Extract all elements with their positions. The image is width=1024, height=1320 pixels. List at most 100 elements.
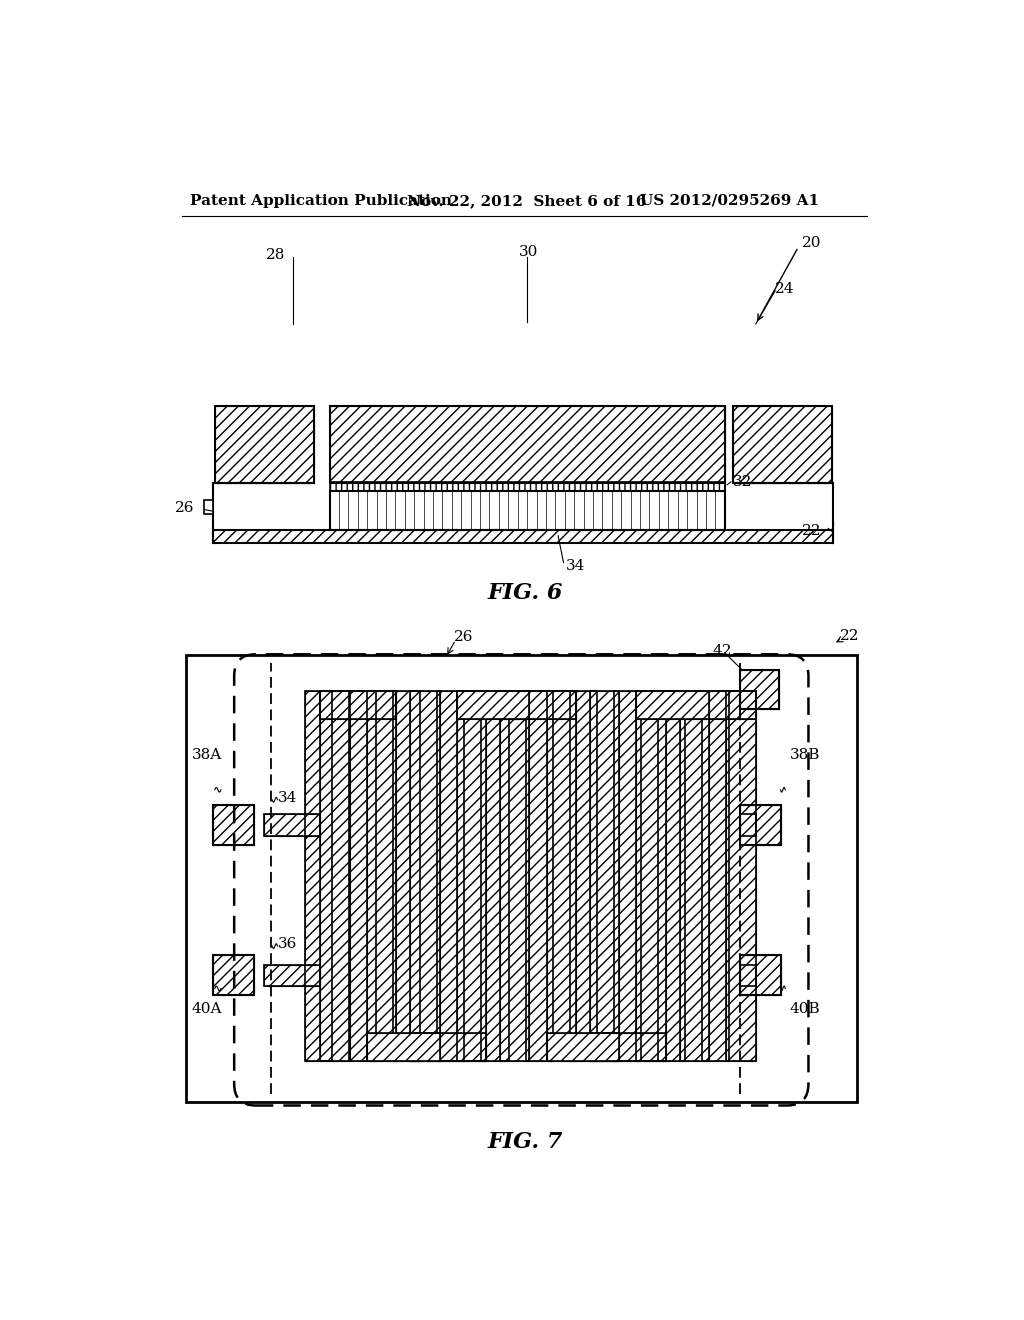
Bar (410, 1034, 486, 1061)
Text: 22: 22 (802, 524, 821, 539)
Bar (410, 1034, 486, 1061)
Text: FIG. 6: FIG. 6 (487, 582, 562, 605)
Bar (740, 671, 779, 709)
Text: Nov. 22, 2012  Sheet 6 of 16: Nov. 22, 2012 Sheet 6 of 16 (407, 194, 646, 207)
Bar (367, 692, 396, 1061)
Bar (330, 407, 725, 483)
Bar (732, 407, 831, 483)
Bar (500, 692, 575, 719)
Text: US 2012/0295269 A1: US 2012/0295269 A1 (640, 194, 818, 207)
Bar (367, 1034, 439, 1061)
Bar (636, 692, 710, 719)
Text: 26: 26 (454, 631, 473, 644)
Bar (215, 407, 314, 483)
Bar (481, 692, 509, 1061)
Bar (740, 965, 756, 986)
Text: 36: 36 (278, 937, 297, 950)
Bar (726, 692, 756, 1061)
Bar (215, 407, 314, 483)
Bar (321, 692, 396, 719)
Bar (680, 692, 756, 719)
Bar (740, 671, 779, 709)
Bar (590, 692, 620, 1061)
Bar (439, 692, 457, 1034)
Bar (393, 692, 420, 1061)
Bar (547, 1034, 620, 1061)
Bar (726, 692, 756, 1061)
Bar (321, 692, 349, 1061)
Bar (590, 1034, 666, 1061)
Text: 40B: 40B (790, 1002, 820, 1016)
Text: 26: 26 (174, 502, 194, 515)
Bar (658, 692, 685, 1061)
Bar (263, 814, 321, 836)
Bar (410, 692, 439, 1061)
Bar (457, 692, 529, 719)
Bar (263, 965, 321, 986)
Bar (636, 692, 710, 719)
Bar (349, 692, 376, 1061)
Text: 28: 28 (266, 248, 286, 261)
Bar (393, 692, 420, 1061)
Bar (321, 692, 396, 719)
Text: 30: 30 (519, 246, 539, 259)
Bar (740, 805, 780, 845)
Text: 34: 34 (278, 791, 297, 804)
Bar (500, 692, 575, 719)
Bar (702, 692, 729, 1061)
Bar (636, 692, 666, 1061)
Text: 34: 34 (566, 560, 586, 573)
Bar (457, 692, 486, 1061)
Bar (213, 805, 254, 845)
Bar (702, 692, 729, 1061)
Bar (439, 692, 457, 1061)
Text: 42: 42 (713, 644, 732, 659)
Text: 40A: 40A (191, 1002, 222, 1016)
Bar (263, 814, 321, 836)
Bar (500, 692, 529, 1061)
Bar (740, 956, 780, 995)
Bar (740, 805, 780, 845)
Text: 20: 20 (802, 236, 821, 249)
Text: 38B: 38B (790, 748, 820, 762)
Bar (481, 692, 509, 1061)
Bar (680, 692, 710, 1061)
Bar (457, 692, 486, 1061)
Text: 38A: 38A (191, 748, 222, 762)
Bar (740, 956, 780, 995)
Bar (547, 692, 575, 1061)
Bar (305, 692, 332, 1061)
Bar (500, 692, 529, 1061)
Bar (213, 805, 254, 845)
Bar (529, 692, 547, 1061)
Bar (529, 719, 547, 1061)
Bar (590, 1034, 666, 1061)
Text: 32: 32 (732, 475, 752, 488)
Bar (547, 692, 575, 1061)
Bar (213, 529, 834, 544)
Bar (740, 814, 756, 836)
Bar (349, 692, 376, 1061)
Bar (620, 692, 636, 1034)
Bar (457, 692, 529, 719)
Bar (213, 956, 254, 995)
Bar (547, 1034, 620, 1061)
Bar (740, 814, 756, 836)
Bar (732, 407, 831, 483)
Bar (437, 692, 464, 1061)
Bar (215, 483, 831, 529)
Bar (590, 692, 620, 1061)
Bar (525, 692, 553, 1061)
Bar (614, 692, 641, 1061)
Bar (349, 692, 367, 1061)
Bar (305, 692, 332, 1061)
Bar (330, 482, 725, 491)
Bar (321, 692, 349, 1061)
Bar (569, 692, 597, 1061)
Bar (263, 965, 321, 986)
Bar (330, 491, 725, 529)
Bar (349, 719, 367, 1061)
Bar (680, 692, 710, 1061)
Bar (569, 692, 597, 1061)
Bar (710, 719, 726, 1061)
